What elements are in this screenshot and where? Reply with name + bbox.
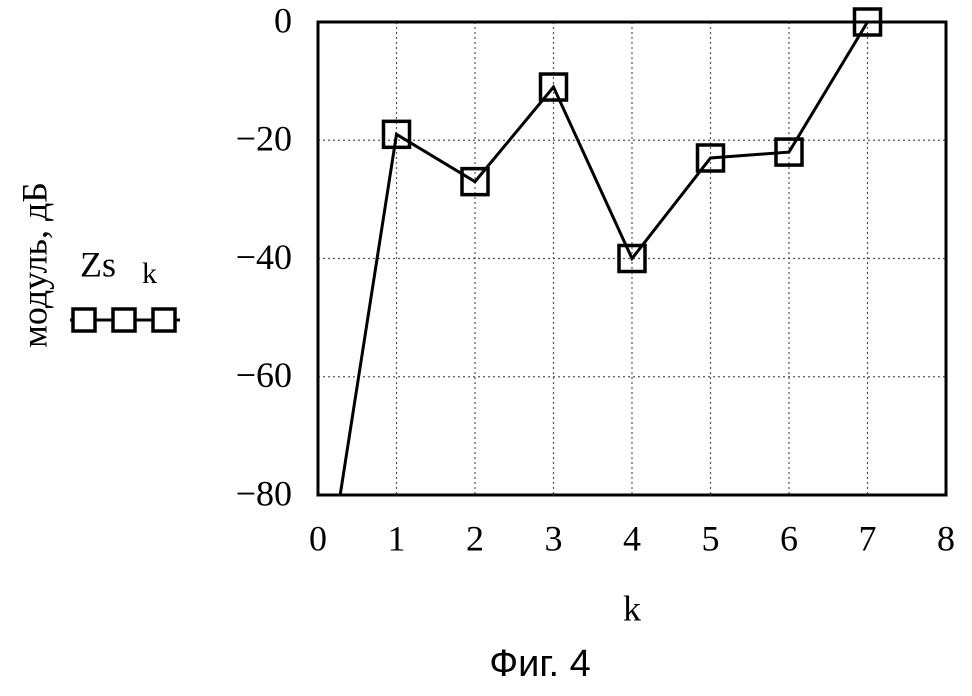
- chart: модуль, дБ k Фиг. 4 Zs k −80 −60 −40 −20 0 0 1…: [0, 0, 972, 696]
- y-axis-label: модуль, дБ: [14, 182, 54, 348]
- caption: Фиг. 4: [489, 643, 591, 685]
- y-tick-label: −60: [236, 355, 292, 395]
- legend-symbol: [70, 309, 180, 331]
- legend-label: Zs: [80, 244, 116, 284]
- x-tick-label: 3: [545, 518, 563, 558]
- x-tick-label: 8: [937, 518, 955, 558]
- x-tick-label: 1: [388, 518, 406, 558]
- x-tick-label: 6: [780, 518, 798, 558]
- x-tick-label: 0: [309, 518, 327, 558]
- y-tick-label: 0: [274, 0, 292, 40]
- x-axis-label: k: [623, 588, 641, 628]
- y-tick-label: −80: [236, 473, 292, 513]
- y-tick-label: −20: [236, 119, 292, 159]
- x-tick-label: 5: [702, 518, 720, 558]
- y-tick-label: −40: [236, 237, 292, 277]
- x-tick-label: 4: [623, 518, 641, 558]
- legend-subscript: k: [142, 257, 157, 290]
- x-tick-label: 7: [859, 518, 877, 558]
- x-tick-label: 2: [466, 518, 484, 558]
